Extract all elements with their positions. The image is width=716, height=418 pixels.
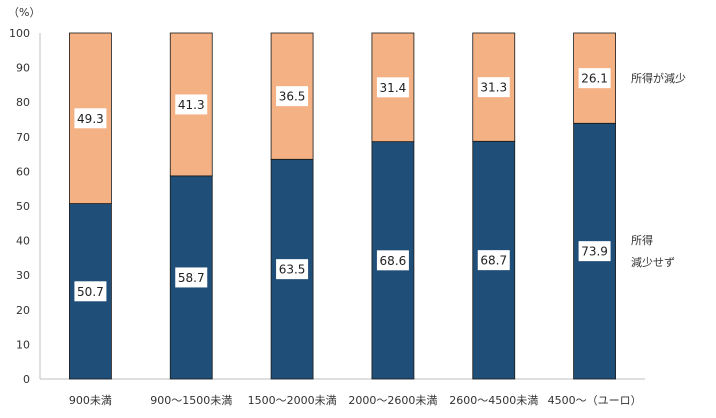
y-tick-label: 70 [16, 131, 30, 144]
axes: 0 10 20 30 40 50 60 70 80 90 100 900未満 900～1500未満 150… [9, 27, 645, 407]
data-label: 50.7 [77, 285, 104, 299]
y-tick-label: 100 [9, 27, 30, 40]
y-tick-label: 50 [16, 200, 30, 213]
data-label: 36.5 [279, 90, 306, 104]
data-label-box [175, 267, 208, 288]
data-label: 73.9 [581, 245, 608, 259]
y-tick-label: 60 [16, 165, 30, 178]
x-tick-label: 2000～2600未満 [348, 394, 437, 407]
legend-label: 所得 [631, 234, 653, 247]
bars [69, 32, 616, 380]
y-tick-label: 10 [16, 338, 30, 351]
y-tick-label: 0 [23, 373, 30, 386]
data-label: 63.5 [279, 263, 306, 277]
data-label: 68.6 [380, 254, 407, 268]
data-label: 26.1 [581, 72, 608, 86]
data-label-box [376, 250, 409, 271]
y-tick-label: 90 [16, 62, 30, 75]
data-label: 49.3 [77, 112, 104, 126]
legend-label: 減少せず [631, 255, 675, 269]
data-labels: 50.7 49.3 58.7 41.3 63.5 36.5 68.6 31.4 68.7 31.3… [74, 68, 611, 302]
data-label-box [276, 86, 309, 107]
data-label-box [74, 281, 107, 302]
legend-label: 所得が減少 [631, 71, 686, 85]
data-label-box [276, 259, 309, 280]
x-tick-label: 1500～2000未満 [248, 394, 337, 407]
data-label-box [578, 241, 611, 262]
data-label-box [477, 250, 510, 271]
y-tick-label: 30 [16, 269, 30, 282]
data-label: 41.3 [178, 98, 205, 112]
data-label: 31.3 [480, 81, 507, 95]
data-label: 58.7 [178, 271, 205, 285]
x-tick-label: 900未満 [69, 394, 112, 407]
y-tick-label: 80 [16, 96, 30, 109]
x-tick-label: 900～1500未満 [150, 394, 232, 407]
data-label-box [74, 108, 107, 129]
data-label: 31.4 [380, 81, 407, 95]
y-unit-label: （%） [8, 6, 40, 19]
x-tick-label: 4500～（ユーロ） [548, 394, 642, 407]
data-label-box [175, 94, 208, 115]
data-label-box [376, 77, 409, 98]
y-tick-label: 40 [16, 235, 30, 248]
data-label: 68.7 [480, 254, 507, 268]
data-label-box [578, 68, 611, 89]
x-tick-label: 2600～4500未満 [449, 394, 538, 407]
data-label-box [477, 77, 510, 98]
y-tick-label: 20 [16, 304, 30, 317]
